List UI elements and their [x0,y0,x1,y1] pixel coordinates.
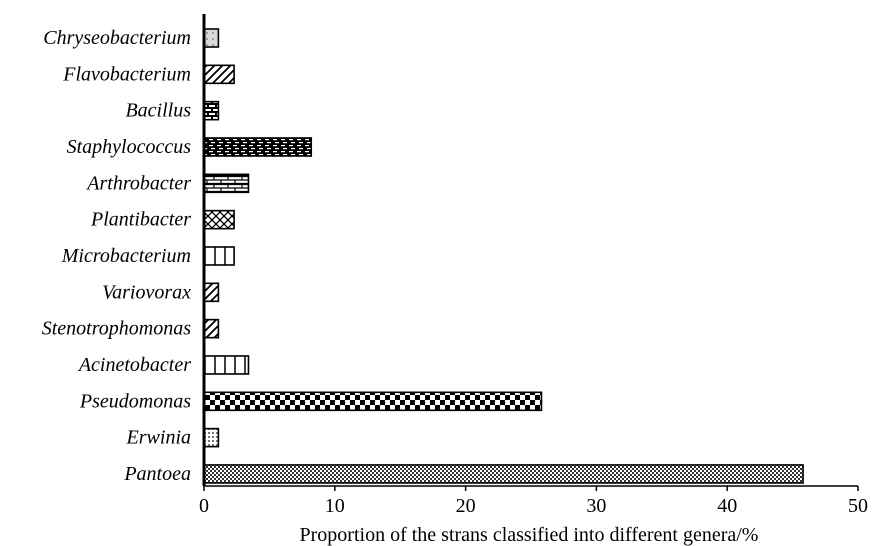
category-label-chryseobacterium: Chryseobacterium [43,27,191,49]
x-tick-label-40: 40 [717,495,737,517]
bar-pseudomonas [203,391,543,412]
x-tick-label-30: 30 [586,495,606,517]
bars-layer [203,28,804,484]
bar-staphylococcus [203,137,313,157]
category-label-arthrobacter: Arthrobacter [85,172,191,194]
category-label-bacillus: Bacillus [125,100,191,122]
category-label-staphylococcus: Staphylococcus [67,136,192,158]
category-label-variovorax: Variovorax [102,281,191,303]
bar-microbacterium [203,246,235,266]
x-axis-title: Proportion of the strans classified into… [300,524,759,546]
bar-pantoea [203,464,804,484]
bar-variovorax [203,282,220,303]
bar-stenotrophomonas [203,318,220,339]
bar-bacillus [203,100,220,121]
category-labels: Chryseobacterium Flavobacterium Bacillus St… [42,27,191,485]
bar-acinetobacter [203,355,250,375]
x-tick-label-10: 10 [325,495,345,517]
category-label-flavobacterium: Flavobacterium [62,63,191,85]
bar-erwinia [203,427,220,448]
bar-flavobacterium [203,64,235,85]
category-label-microbacterium: Microbacterium [61,245,191,267]
axes [202,14,858,487]
bar-chryseobacterium [203,28,220,48]
bar-plantibacter [203,209,235,230]
category-label-acinetobacter: Acinetobacter [77,354,191,376]
category-label-stenotrophomonas: Stenotrophomonas [42,318,191,340]
x-tick-label-0: 0 [199,495,209,517]
category-label-erwinia: Erwinia [126,427,191,449]
x-axis-ticks: 0 10 20 30 40 50 [199,486,868,517]
x-tick-label-20: 20 [456,495,476,517]
x-tick-label-50: 50 [848,495,868,517]
category-label-plantibacter: Plantibacter [90,209,191,231]
category-label-pseudomonas: Pseudomonas [79,390,191,412]
bar-arthrobacter [203,173,250,194]
category-label-pantoea: Pantoea [123,463,191,485]
